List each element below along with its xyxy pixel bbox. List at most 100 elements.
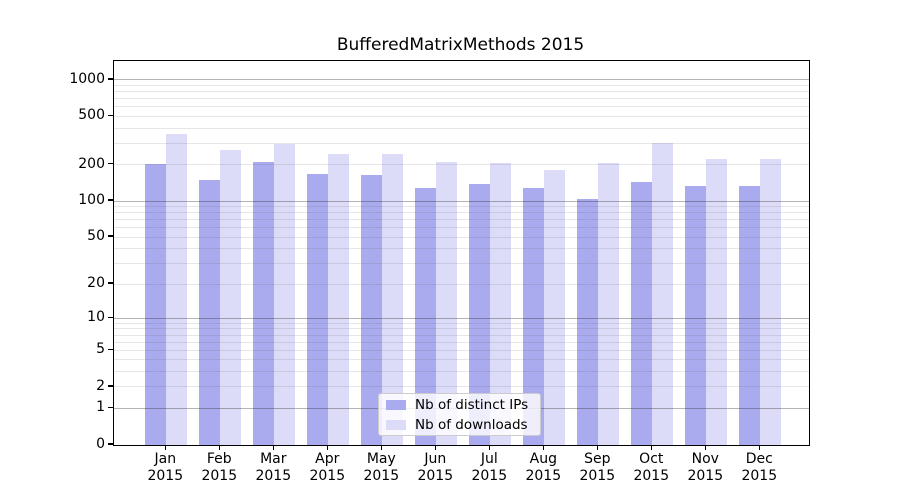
bar-downloads-jul bbox=[490, 163, 512, 445]
x-tick-label: Nov 2015 bbox=[687, 451, 724, 484]
bar-distinct-ips-sep bbox=[577, 199, 599, 445]
gridline-minor bbox=[114, 349, 809, 351]
y-tick-label: 2 bbox=[96, 377, 105, 394]
x-tick-label: Jan 2015 bbox=[147, 451, 184, 484]
bar-distinct-ips-jul bbox=[469, 184, 491, 445]
x-tick-label: Sep 2015 bbox=[579, 451, 616, 484]
y-tick-mark bbox=[108, 163, 113, 165]
y-tick-mark bbox=[108, 385, 113, 387]
x-tick-mark bbox=[488, 445, 490, 450]
gridline-minor bbox=[114, 98, 809, 100]
gridline-minor bbox=[114, 322, 809, 324]
gridlines-layer bbox=[114, 61, 809, 445]
bar-distinct-ips-dec bbox=[739, 185, 761, 445]
bar-downloads-feb bbox=[220, 149, 242, 445]
bar-downloads-jun bbox=[436, 162, 458, 445]
gridline-minor bbox=[114, 212, 809, 214]
legend-item-downloads: Nb of downloads bbox=[386, 417, 533, 433]
gridline-minor bbox=[114, 84, 809, 86]
y-tick-mark bbox=[108, 78, 113, 80]
x-tick-label: Mar 2015 bbox=[255, 451, 292, 484]
bar-distinct-ips-jan bbox=[145, 163, 167, 445]
bar-downloads-oct bbox=[652, 143, 674, 445]
gridline-major bbox=[114, 317, 809, 319]
gridline-minor bbox=[114, 106, 809, 108]
gridline-minor bbox=[114, 115, 809, 117]
x-tick-label: Apr 2015 bbox=[309, 451, 346, 484]
x-tick-mark bbox=[326, 445, 328, 450]
bar-downloads-jan bbox=[166, 134, 188, 445]
gridline-minor bbox=[114, 263, 809, 264]
x-tick-mark bbox=[758, 445, 760, 450]
bar-downloads-sep bbox=[598, 162, 620, 445]
bar-downloads-mar bbox=[274, 143, 296, 445]
gridline-minor bbox=[114, 127, 809, 129]
x-tick-label: Feb 2015 bbox=[201, 451, 238, 484]
gridline-minor bbox=[114, 283, 809, 285]
y-tick-mark bbox=[108, 443, 113, 445]
x-tick-mark bbox=[704, 445, 706, 450]
plot-area bbox=[113, 60, 810, 446]
bar-downloads-aug bbox=[544, 170, 566, 445]
bar-distinct-ips-feb bbox=[199, 179, 221, 445]
y-tick-label: 50 bbox=[87, 228, 105, 245]
x-tick-mark bbox=[380, 445, 382, 450]
y-tick-label: 0 bbox=[96, 436, 105, 452]
y-tick-label: 100 bbox=[78, 192, 105, 209]
bar-distinct-ips-oct bbox=[631, 181, 653, 445]
gridline-minor bbox=[114, 236, 809, 238]
x-tick-mark bbox=[434, 445, 436, 450]
chart-title: BufferedMatrixMethods 2015 bbox=[336, 35, 585, 55]
x-tick-mark bbox=[650, 445, 652, 450]
legend-swatch-distinct-ips bbox=[386, 399, 406, 410]
legend: Nb of distinct IPs Nb of downloads bbox=[378, 393, 541, 436]
x-tick-label: Aug 2015 bbox=[525, 451, 562, 484]
y-tick-label: 5 bbox=[96, 341, 105, 358]
gridline-minor bbox=[114, 219, 809, 221]
y-tick-mark bbox=[108, 114, 113, 117]
gridline-major bbox=[114, 79, 809, 81]
x-tick-mark bbox=[542, 445, 544, 450]
y-tick-mark bbox=[108, 235, 113, 237]
y-tick-label: 20 bbox=[87, 275, 105, 292]
x-tick-mark bbox=[596, 445, 598, 450]
x-tick-label: Dec 2015 bbox=[741, 451, 778, 484]
legend-swatch-downloads bbox=[386, 419, 406, 430]
y-tick-label: 1000 bbox=[69, 70, 105, 87]
bar-distinct-ips-aug bbox=[523, 187, 545, 445]
y-tick-mark bbox=[108, 406, 113, 409]
x-tick-label: Jun 2015 bbox=[417, 451, 454, 484]
gridline-minor bbox=[114, 248, 809, 250]
x-tick-label: May 2015 bbox=[363, 451, 400, 484]
gridline-minor bbox=[114, 91, 809, 93]
x-tick-label: Jul 2015 bbox=[471, 451, 508, 484]
y-tick-mark bbox=[108, 316, 113, 318]
bar-downloads-may bbox=[382, 154, 404, 445]
gridline-minor bbox=[114, 386, 809, 388]
gridline-minor bbox=[114, 334, 809, 336]
bar-distinct-ips-apr bbox=[307, 174, 329, 445]
bar-distinct-ips-nov bbox=[685, 186, 707, 445]
gridline-minor bbox=[114, 371, 809, 373]
bar-downloads-dec bbox=[760, 158, 782, 445]
gridline-minor bbox=[114, 164, 809, 166]
bars-layer bbox=[114, 61, 809, 445]
x-tick-mark bbox=[164, 445, 166, 450]
gridline-minor bbox=[114, 206, 809, 208]
legend-label-downloads: Nb of downloads bbox=[415, 416, 528, 433]
gridline-major bbox=[114, 200, 809, 202]
gridline-minor bbox=[114, 227, 809, 229]
y-tick-mark bbox=[108, 282, 113, 284]
y-tick-mark bbox=[108, 348, 113, 350]
x-tick-mark bbox=[218, 445, 220, 450]
gridline-minor bbox=[114, 142, 809, 144]
gridline-minor bbox=[114, 341, 809, 343]
bar-downloads-apr bbox=[328, 154, 350, 445]
y-tick-label: 500 bbox=[78, 107, 105, 124]
legend-item-distinct-ips: Nb of distinct IPs bbox=[386, 397, 533, 413]
gridline-minor bbox=[114, 328, 809, 330]
gridline-minor bbox=[114, 359, 809, 361]
y-tick-label: 1 bbox=[96, 399, 105, 416]
y-tick-mark bbox=[108, 199, 113, 201]
